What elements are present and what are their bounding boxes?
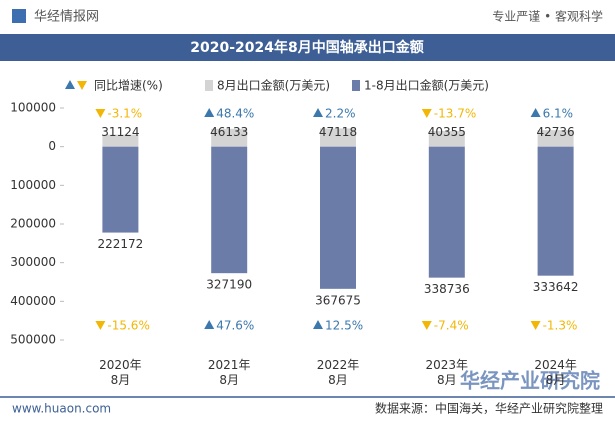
growth-arrow [313, 320, 323, 329]
value-label: 327190 [206, 278, 252, 292]
growth-label: 12.5% [325, 319, 363, 333]
growth-label: -15.6% [107, 319, 149, 333]
watermark: 华经产业研究院 [460, 369, 600, 393]
y-tick-label: 500000 [10, 333, 56, 347]
site-name: 华经情报网 [34, 10, 99, 25]
growth-arrow [95, 321, 106, 330]
legend-label: 1-8月出口金额(万美元) [364, 78, 489, 93]
x-tick-label: 2024年8月 [534, 358, 577, 387]
legend-swatch [205, 80, 213, 91]
bar [102, 134, 139, 147]
y-tick-label: 100000 [10, 101, 56, 115]
legend-icon [65, 80, 75, 89]
footer-url: www.huaon.com [12, 402, 111, 416]
bar [320, 146, 356, 289]
x-tick-label: 2021年8月 [207, 358, 251, 387]
value-label: 42736 [537, 125, 575, 139]
legend-swatch [352, 80, 360, 91]
growth-arrow [95, 109, 106, 118]
growth-arrow [421, 321, 432, 330]
legend-icon [77, 81, 87, 90]
growth-arrow [313, 108, 323, 117]
chart-title: 2020-2024年8月中国轴承出口金额 [190, 39, 423, 56]
bar [428, 146, 465, 278]
x-tick-label: 2022年8月 [316, 358, 360, 387]
bar [102, 146, 139, 233]
bar [320, 128, 356, 147]
y-tick-label: 400000 [10, 294, 56, 308]
title-bar [0, 34, 615, 61]
growth-label: -13.7% [434, 107, 476, 121]
growth-label: -1.3% [543, 319, 578, 333]
value-label: 367675 [315, 293, 361, 307]
bar [537, 130, 574, 147]
bar [537, 146, 574, 276]
legend-label: 同比增速(%) [94, 79, 163, 93]
value-label: 222172 [97, 237, 143, 251]
y-tick-label: 200000 [10, 217, 56, 231]
x-tick-label: 2020年8月 [99, 358, 142, 387]
x-tick-label: 2023年8月 [425, 358, 469, 387]
value-label: 31124 [101, 125, 139, 139]
growth-label: 2.2% [325, 107, 356, 121]
y-tick-label: 0 [48, 139, 56, 153]
value-label: 333642 [533, 280, 579, 294]
bar [211, 128, 248, 147]
growth-label: -3.1% [107, 107, 142, 121]
value-label: 47118 [319, 125, 357, 139]
footer-source: 数据来源：中国海关，华经产业研究院整理 [375, 401, 603, 416]
growth-arrow [421, 109, 432, 118]
slogan: 专业严谨 • 客观科学 [492, 9, 603, 24]
growth-label: 48.4% [216, 107, 254, 121]
growth-label: 6.1% [543, 107, 574, 121]
value-label: 40355 [428, 125, 466, 139]
growth-arrow [530, 108, 541, 117]
bar [428, 131, 465, 147]
value-label: 46133 [210, 125, 248, 139]
growth-arrow [530, 321, 541, 330]
value-label: 338736 [424, 282, 470, 296]
growth-arrow [204, 320, 215, 329]
bar [211, 146, 248, 274]
y-tick-label: 100000 [10, 178, 56, 192]
logo-icon [12, 9, 26, 23]
legend-label: 8月出口金额(万美元) [217, 78, 330, 93]
growth-arrow [204, 108, 215, 117]
y-tick-label: 300000 [10, 255, 56, 269]
growth-label: 47.6% [216, 319, 254, 333]
growth-label: -7.4% [434, 319, 469, 333]
